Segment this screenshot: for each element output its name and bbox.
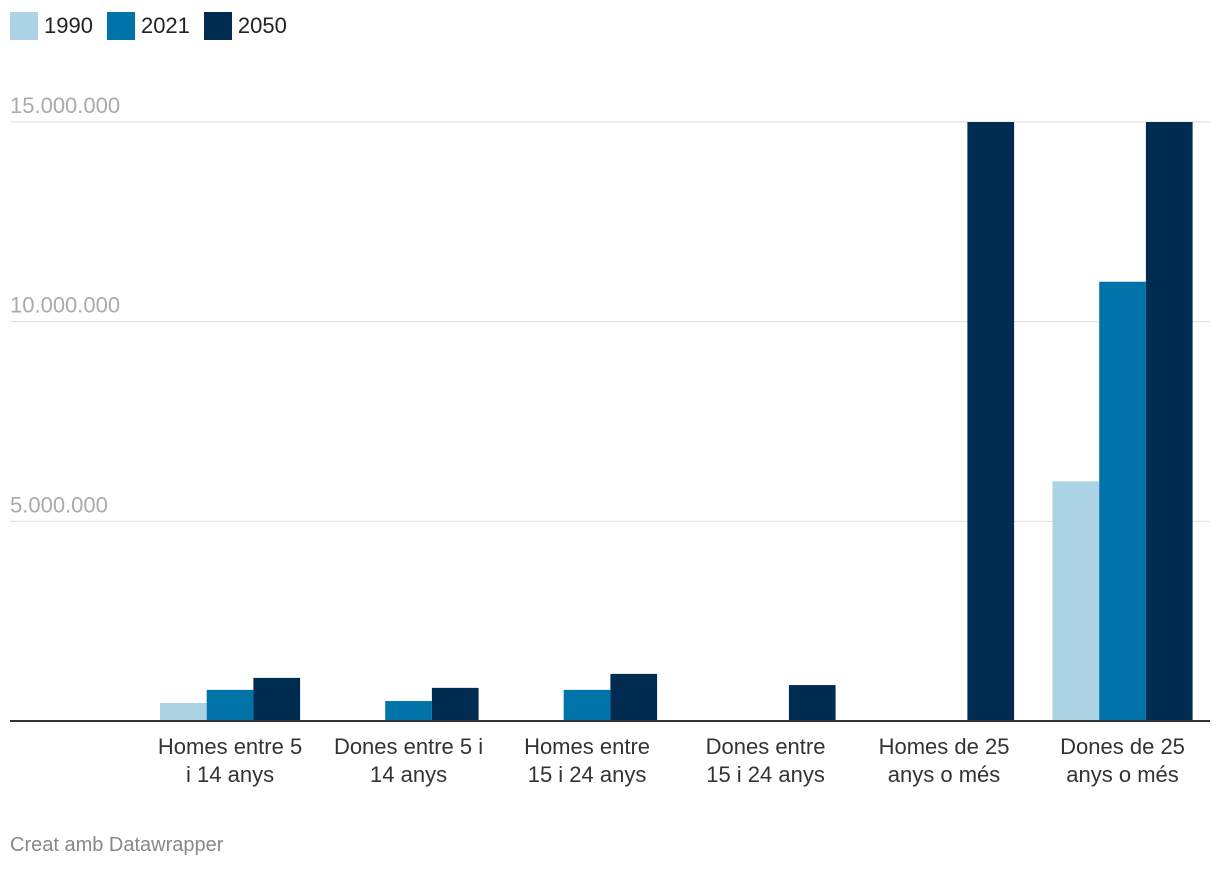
footer-credit: Creat amb Datawrapper bbox=[10, 834, 224, 856]
bar-1990-5 bbox=[1052, 481, 1100, 721]
x-tick-label-2: Homes entre 15 i 24 anys bbox=[524, 734, 650, 787]
x-tick-label-line: 15 i 24 anys bbox=[528, 762, 647, 787]
legend-label-1990: 1990 bbox=[44, 13, 93, 38]
legend-swatch-2050 bbox=[203, 12, 232, 40]
x-tick-label-line: Homes de 25 bbox=[879, 734, 1010, 759]
chart-legend: 1990 2021 2050 bbox=[10, 10, 301, 42]
legend-swatch-1990 bbox=[10, 12, 38, 40]
x-tick-label-line: Dones de 25 bbox=[1060, 734, 1185, 759]
bar-2050-4 bbox=[967, 122, 1015, 721]
x-tick-label-line: 14 anys bbox=[370, 762, 447, 787]
x-tick-label-line: Homes entre bbox=[524, 734, 650, 759]
x-tick-label-line: i 14 anys bbox=[186, 762, 274, 787]
x-tick-label-4: Homes de 25 anys o més bbox=[879, 734, 1010, 787]
x-tick-label-1: Dones entre 5 i 14 anys bbox=[334, 734, 483, 787]
bar-2021-1 bbox=[385, 701, 432, 721]
x-tick-label-0: Homes entre 5 i 14 anys bbox=[158, 734, 302, 787]
x-tick-label-3: Dones entre 15 i 24 anys bbox=[706, 734, 826, 787]
x-tick-label-5: Dones de 25 anys o més bbox=[1060, 734, 1185, 787]
bar-2050-5 bbox=[1145, 122, 1193, 721]
x-tick-label-line: anys o més bbox=[1066, 762, 1179, 787]
y-tick-label-2: 15.000.000 bbox=[10, 93, 120, 118]
y-tick-label-1: 10.000.000 bbox=[10, 293, 120, 318]
bar-2050-0 bbox=[253, 677, 301, 721]
bar-2050-1 bbox=[431, 687, 479, 721]
legend-label-2050: 2050 bbox=[237, 13, 287, 38]
bar-2021-5 bbox=[1099, 281, 1146, 721]
bar-2050-2 bbox=[610, 673, 658, 721]
x-tick-label-line: Dones entre bbox=[706, 734, 826, 759]
x-tick-label-line: Homes entre 5 bbox=[158, 734, 302, 759]
legend-item-1990: 1990 bbox=[10, 12, 93, 40]
bar-2050-3 bbox=[788, 685, 836, 721]
x-tick-label-line: anys o més bbox=[888, 762, 1001, 787]
legend-item-2021: 2021 bbox=[106, 12, 190, 40]
legend-item-2050: 2050 bbox=[203, 12, 287, 40]
bar-2021-0 bbox=[206, 689, 254, 721]
bar-2021-2 bbox=[563, 689, 611, 721]
legend-swatch-2021 bbox=[106, 12, 135, 40]
bar-1990-0 bbox=[160, 703, 207, 721]
legend-label-2021: 2021 bbox=[140, 13, 190, 38]
y-tick-label-0: 5.000.000 bbox=[10, 492, 108, 517]
x-tick-label-line: Dones entre 5 i bbox=[334, 734, 483, 759]
x-tick-label-line: 15 i 24 anys bbox=[706, 762, 825, 787]
